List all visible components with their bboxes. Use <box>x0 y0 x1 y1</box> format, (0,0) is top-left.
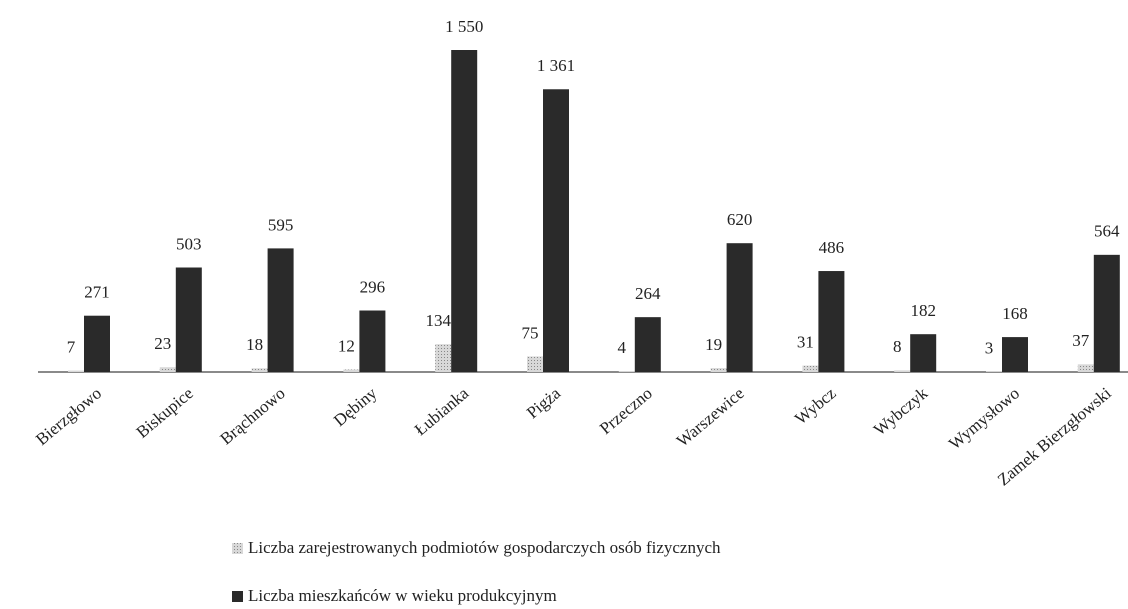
data-label: 1 550 <box>445 17 483 36</box>
bar <box>451 50 478 372</box>
bar <box>986 371 1008 372</box>
x-tick-label: Wymysłowo <box>945 384 1023 454</box>
bar <box>251 368 274 372</box>
data-label: 168 <box>1002 304 1028 323</box>
data-label: 75 <box>522 323 539 342</box>
bar <box>726 243 753 372</box>
data-label: 3 <box>985 338 994 357</box>
bar <box>267 248 294 372</box>
data-label: 31 <box>797 332 814 351</box>
bar <box>359 310 386 372</box>
data-label: 296 <box>360 277 386 296</box>
x-tick-label: Brąchnowo <box>216 384 288 449</box>
x-tick-label: Warszewice <box>673 384 748 451</box>
bar <box>802 365 825 372</box>
x-tick-label: Bierzgłowo <box>32 384 105 450</box>
data-label: 595 <box>268 215 294 234</box>
legend-swatch <box>232 543 243 554</box>
bar <box>68 370 90 372</box>
legend-label: Liczba mieszkańców w wieku produkcyjnym <box>248 586 557 605</box>
data-label: 19 <box>705 335 722 354</box>
data-label: 18 <box>246 335 263 354</box>
legend-label: Liczba zarejestrowanych podmiotów gospod… <box>248 538 721 557</box>
x-tick-label: Łubianka <box>411 383 473 439</box>
bar <box>1077 364 1100 372</box>
x-tick-label: Dębiny <box>330 383 381 430</box>
legend-swatch <box>232 591 243 602</box>
bar <box>343 369 366 372</box>
bar <box>634 317 661 372</box>
bar <box>818 271 845 372</box>
bar <box>910 334 937 372</box>
data-label: 134 <box>425 311 451 330</box>
bar <box>175 267 202 372</box>
data-label: 1 361 <box>537 56 575 75</box>
data-label: 8 <box>893 337 902 356</box>
data-label: 564 <box>1094 222 1120 241</box>
data-label: 182 <box>910 301 936 320</box>
bar <box>543 89 569 372</box>
data-label: 503 <box>176 234 202 253</box>
x-tick-label: Wybczyk <box>870 383 932 439</box>
bar <box>894 370 917 372</box>
bar <box>1002 337 1028 372</box>
data-label: 12 <box>338 336 355 355</box>
x-tick-label: Pigża <box>523 383 564 422</box>
bar <box>710 368 733 372</box>
data-label: 271 <box>84 283 110 302</box>
x-tick-label: Wybcz <box>791 383 840 428</box>
data-label: 37 <box>1072 331 1090 350</box>
x-tick-label: Przeczno <box>596 384 656 439</box>
data-label: 7 <box>67 337 76 356</box>
data-label: 23 <box>154 334 171 353</box>
x-tick-label: Biskupice <box>133 384 197 442</box>
data-label: 620 <box>727 210 753 229</box>
data-label: 4 <box>618 338 627 357</box>
bar <box>1093 254 1120 372</box>
bar <box>159 367 182 372</box>
data-label: 264 <box>635 284 661 303</box>
data-label: 486 <box>819 238 845 257</box>
bar <box>84 315 110 372</box>
bar <box>618 371 641 372</box>
